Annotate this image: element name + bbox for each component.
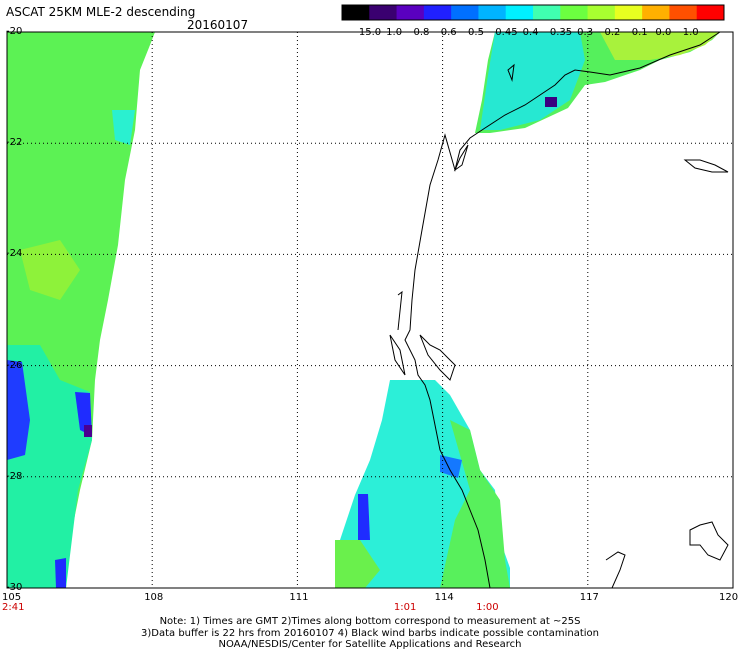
colorbar-tick-label: -0.1	[628, 27, 648, 38]
colorbar-tick-label: 1.0	[682, 27, 699, 38]
lon-label: 117	[579, 592, 599, 603]
swath-west-dark-cell	[84, 425, 92, 437]
swath-west-blue	[7, 360, 30, 460]
data-swaths	[7, 32, 720, 588]
lon-label: 111	[289, 592, 309, 603]
swath-south-blue	[358, 494, 370, 540]
plot-frame	[6, 31, 734, 589]
lat-label: -22	[6, 137, 23, 149]
pass-time-label: 1:01	[393, 602, 417, 613]
colorbar-segment	[478, 5, 507, 20]
colorbar-tick-label: -0.5	[464, 27, 484, 38]
swath-northeast-cyan	[480, 32, 585, 130]
lat-label: -20	[6, 26, 23, 37]
colorbar-tick-label: -0.3	[573, 27, 594, 38]
colorbar-segment	[696, 5, 725, 20]
colorbar-segment	[505, 5, 534, 20]
swath-south-green	[440, 420, 510, 588]
colorbar-segment	[587, 5, 616, 20]
lon-label: 105	[2, 592, 22, 603]
swath-south-green-2	[335, 540, 380, 588]
lon-label: 120	[719, 592, 739, 603]
colorbar-tick-label: -0.35	[546, 27, 573, 38]
swath-northeast-dark-cell	[545, 97, 557, 107]
pass-time-label: 2:41	[2, 602, 25, 613]
lat-label: -30	[6, 582, 23, 593]
map-date: 20160107	[187, 18, 249, 32]
coastline	[389, 31, 729, 589]
colorbar-segment	[342, 5, 370, 20]
note-line-2: 3)Data buffer is 22 hrs from 20160107 4)…	[141, 628, 599, 639]
colorbar	[341, 4, 725, 21]
swath-west-blue-3	[55, 558, 66, 588]
map-title: ASCAT 25KM MLE-2 descending	[6, 5, 196, 19]
colorbar-tick-label: -15.0	[355, 27, 382, 38]
swath-northeast-yellow	[600, 32, 720, 60]
lat-label: -26	[6, 359, 23, 371]
lon-label: 108	[144, 592, 164, 603]
lat-label: -28	[6, 470, 23, 482]
swath-west-cyan-band	[7, 345, 92, 588]
colorbar-segment	[642, 5, 670, 20]
colorbar-tick-label: -0.8	[409, 27, 430, 38]
colorbar-segment	[533, 5, 561, 20]
colorbar-segment	[560, 5, 589, 20]
colorbar-segment	[423, 5, 452, 20]
colorbar-segment	[396, 5, 425, 20]
swath-west-cyan-top	[112, 110, 135, 145]
colorbar-segment	[369, 5, 398, 20]
lon-label: 114	[434, 592, 454, 603]
colorbar-tick-label: -0.4	[519, 27, 539, 38]
colorbar-frame	[341, 4, 725, 21]
colorbar-segment	[669, 5, 698, 20]
colorbar-segment	[451, 5, 479, 20]
colorbar-tick-label: 0.0	[655, 27, 672, 38]
colorbar-tick-label: -1.0	[382, 27, 403, 38]
note-line-3: NOAA/NESDIS/Center for Satellite Applica…	[218, 639, 522, 650]
colorbar-tick-label: -0.2	[600, 27, 621, 38]
colorbar-tick-label: -0.6	[437, 27, 457, 38]
swath-west-yellow	[20, 240, 80, 300]
lat-label: -24	[6, 248, 23, 260]
colorbar-tick-label: -0.45	[491, 27, 518, 38]
colorbar-segment	[614, 5, 643, 20]
pass-time-label: 1:00	[476, 602, 499, 613]
note-line-1: Note: 1) Times are GMT 2)Times along bot…	[159, 616, 581, 627]
